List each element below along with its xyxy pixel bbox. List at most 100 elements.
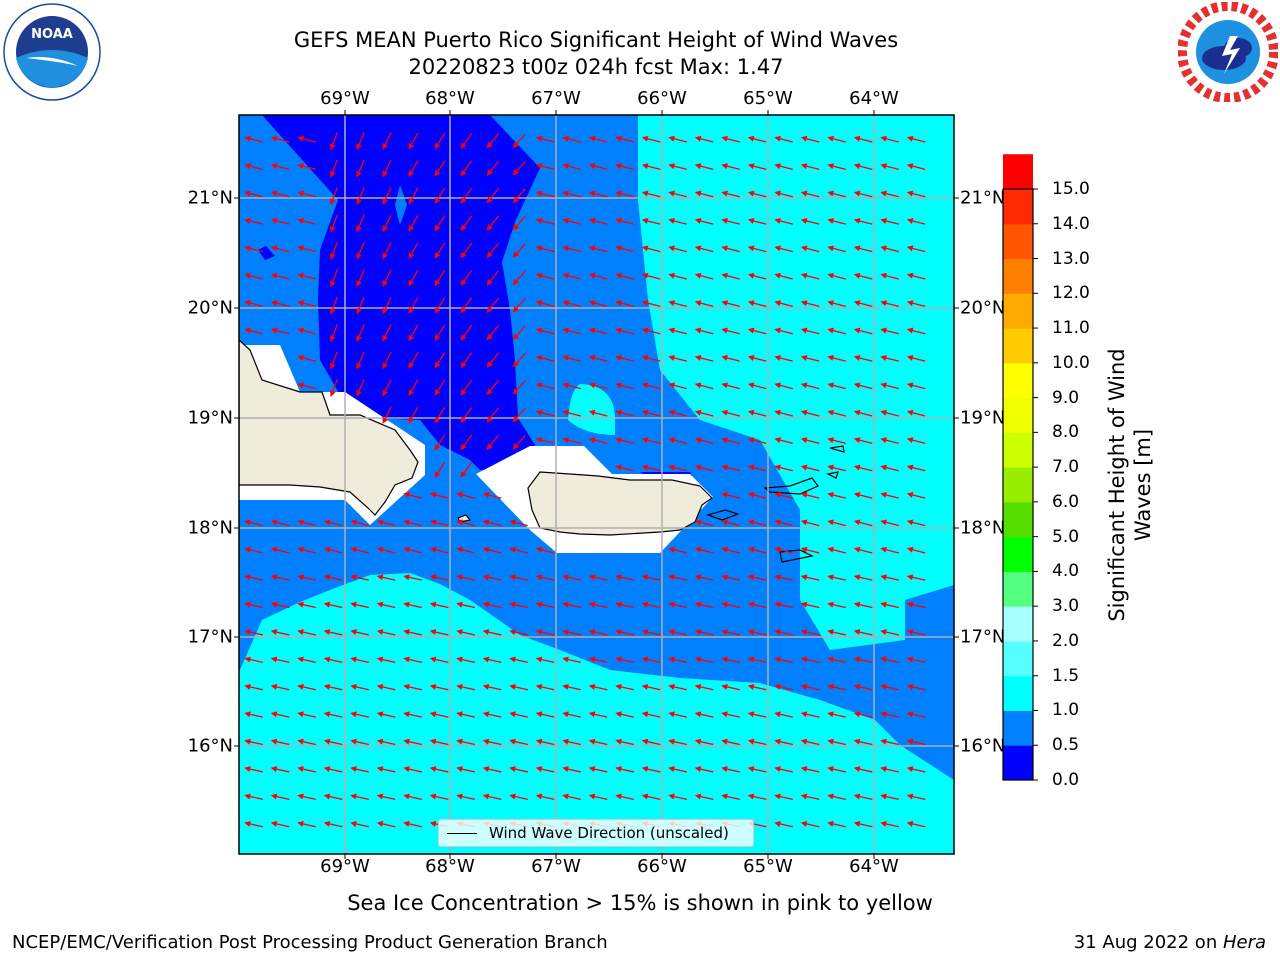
colorbar-segment-1.5 — [1003, 640, 1033, 677]
wave-vector-17-12 — [562, 601, 581, 609]
wave-vector-3-16 — [668, 218, 687, 225]
wave-vector-8-24 — [880, 355, 899, 362]
wave-vector-19-5 — [376, 656, 396, 663]
wave-vector-15-9 — [482, 546, 502, 554]
colorbar-segment-5.0 — [1003, 501, 1033, 538]
lon-label-top: 65°W — [743, 88, 793, 109]
wave-vector-6-9 — [486, 297, 500, 313]
wave-vector-1-6 — [408, 160, 419, 177]
wave-vector-2-0 — [244, 190, 263, 198]
wave-vector-8-16 — [668, 355, 687, 362]
map-border — [238, 114, 955, 855]
wave-vector-11-25 — [906, 437, 926, 445]
footer-date: 31 Aug 2022 on — [1073, 932, 1223, 953]
wave-vector-12-18 — [721, 464, 740, 472]
wave-vector-4-11 — [535, 245, 555, 253]
wave-vector-18-24 — [880, 629, 899, 636]
wave-vector-5-22 — [827, 272, 846, 280]
field-patch-0.5 — [395, 185, 407, 225]
wave-vector-5-12 — [562, 272, 581, 280]
wave-vector-11-21 — [800, 437, 820, 445]
wave-vector-10-17 — [694, 409, 714, 417]
wave-vector-10-12 — [562, 409, 581, 417]
lat-label-left: 16°N — [187, 735, 233, 757]
wave-vector-13-21 — [800, 492, 820, 499]
land-anegada — [829, 445, 845, 453]
wave-vector-18-12 — [562, 629, 581, 636]
field-patch-1.0-1.5 — [568, 384, 615, 435]
wave-vector-8-10 — [512, 352, 526, 368]
wave-vector-8-5 — [382, 351, 392, 370]
wave-vector-9-10 — [512, 380, 526, 395]
wave-vector-6-13 — [588, 300, 608, 308]
wave-vector-9-5 — [382, 379, 392, 397]
wave-vector-15-5 — [376, 546, 396, 554]
wave-vector-22-12 — [562, 738, 581, 746]
wave-vector-24-11 — [535, 793, 555, 800]
wave-vector-19-8 — [456, 656, 475, 663]
wave-vector-9-21 — [800, 382, 820, 390]
wave-vector-2-9 — [486, 188, 500, 204]
wave-vector-6-16 — [668, 300, 687, 308]
wave-vector-18-20 — [774, 629, 793, 636]
wave-vector-7-11 — [535, 327, 555, 335]
wave-vector-19-20 — [774, 656, 793, 663]
wave-vector-24-13 — [588, 793, 608, 800]
wave-vector-24-4 — [350, 793, 369, 800]
land-hispaniola — [239, 339, 419, 516]
wave-vector-21-23 — [853, 711, 873, 718]
colorbar-segment-15.0 — [1003, 154, 1033, 190]
wave-vector-9-22 — [827, 382, 846, 390]
wave-vector-18-23 — [853, 629, 873, 636]
wave-vector-22-1 — [270, 738, 290, 746]
wave-vector-19-17 — [694, 656, 714, 663]
colorbar-tick-label: 8.0 — [1052, 422, 1080, 443]
wave-vector-22-25 — [906, 738, 926, 746]
footer-left: NCEP/EMC/Verification Post Processing Pr… — [12, 932, 608, 953]
wave-vector-20-18 — [721, 683, 740, 691]
wave-vector-11-17 — [694, 437, 714, 445]
wave-vector-23-3 — [323, 766, 343, 773]
wave-vector-19-18 — [721, 656, 740, 663]
wave-vector-5-16 — [668, 272, 687, 280]
wave-vector-14-5 — [376, 519, 396, 527]
wave-vector-5-0 — [244, 272, 263, 280]
wave-vector-7-25 — [906, 327, 926, 335]
wave-vector-13-24 — [880, 492, 899, 499]
wave-vector-11-15 — [641, 437, 661, 445]
wave-vector-8-17 — [694, 355, 714, 362]
wave-vector-4-19 — [747, 245, 767, 253]
wave-vector-7-23 — [853, 327, 873, 335]
wave-vector-24-24 — [880, 793, 899, 800]
wave-vector-8-21 — [800, 355, 820, 362]
wave-vector-23-4 — [350, 766, 369, 773]
wave-vector-1-19 — [747, 163, 767, 171]
wave-vector-9-23 — [853, 382, 873, 390]
colorbar-segment-6.0 — [1003, 467, 1033, 503]
wave-vector-8-20 — [774, 355, 793, 362]
wave-vector-25-3 — [323, 820, 343, 828]
wave-vector-8-23 — [853, 355, 873, 362]
wave-vector-7-9 — [486, 325, 500, 341]
land-virgin-islands — [763, 477, 819, 495]
wave-vector-16-0 — [244, 574, 263, 581]
wave-vector-15-6 — [403, 546, 422, 554]
lat-label-right: 17°N — [960, 626, 1006, 648]
wave-vector-23-16 — [668, 766, 687, 773]
wave-vector-16-15 — [641, 574, 661, 581]
lat-label-right: 21°N — [960, 187, 1006, 209]
wave-vector-6-20 — [774, 300, 793, 308]
wave-vector-19-19 — [747, 656, 767, 663]
wave-vector-9-3 — [329, 378, 338, 397]
wave-vector-2-25 — [906, 190, 926, 198]
wave-vector-16-18 — [721, 574, 740, 581]
wave-vector-16-25 — [906, 574, 926, 581]
wave-vector-23-20 — [774, 766, 793, 773]
wave-vector-5-25 — [906, 272, 926, 280]
wave-vector-20-16 — [668, 683, 687, 691]
wave-vector-15-24 — [880, 546, 899, 554]
wave-vector-23-19 — [747, 766, 767, 773]
wave-vector-10-8 — [460, 407, 473, 423]
wave-vector-22-13 — [588, 738, 608, 746]
wave-vector-25-25 — [906, 820, 926, 828]
